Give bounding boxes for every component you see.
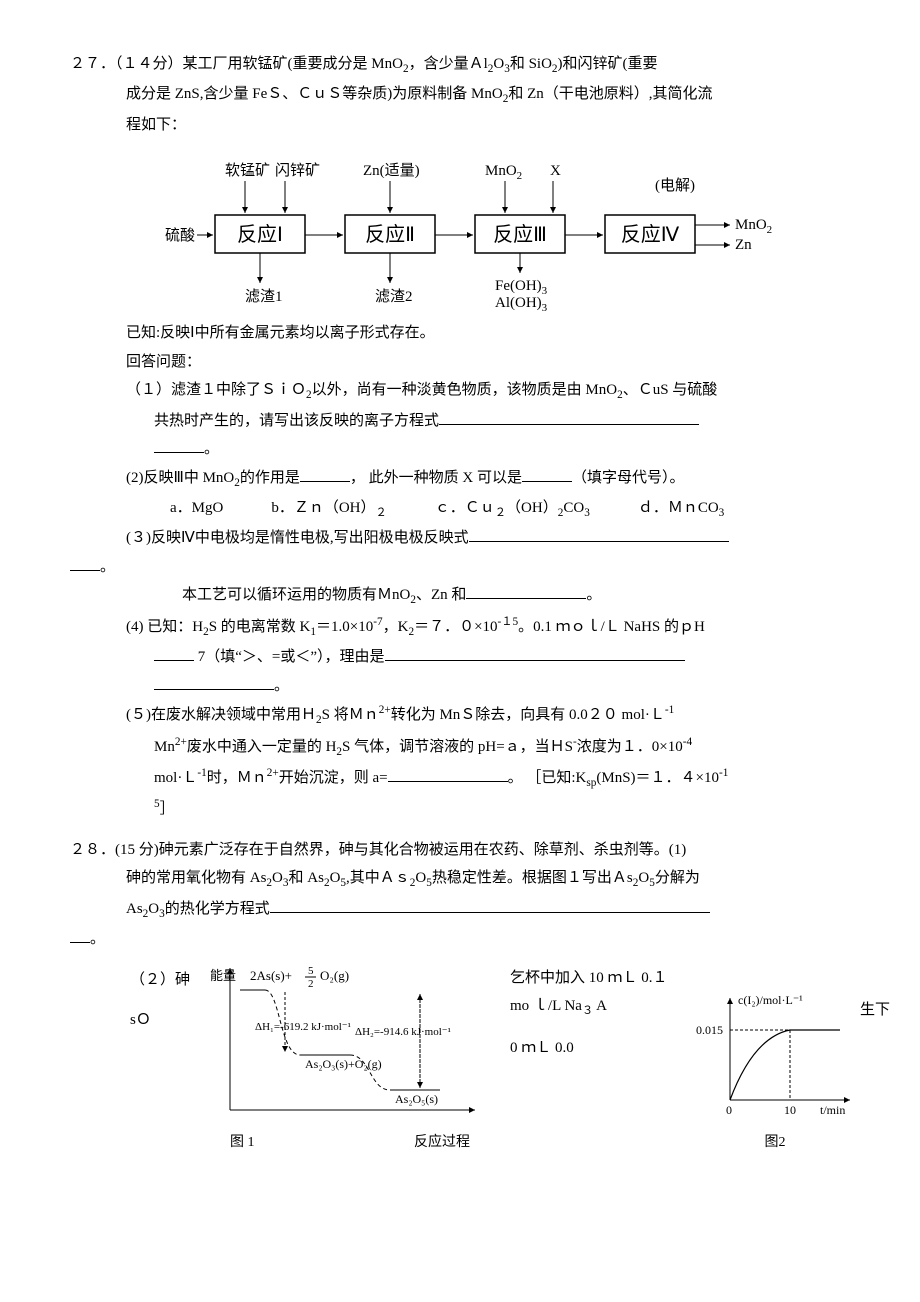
q27-p1-line2: 共热时产生的，请写出该反映的离子方程式 xyxy=(70,407,860,436)
blank xyxy=(469,526,729,542)
q27-answer-prompt: 回答问题： xyxy=(70,348,860,377)
opt-d: ｄ．ＭｎCO3 xyxy=(638,494,724,524)
svg-text:软锰矿: 软锰矿 xyxy=(225,162,270,179)
svg-text:MnO2: MnO2 xyxy=(735,217,772,236)
q27-p5-line3: mol·Ｌ-1时，Ｍｎ2+开始沉淀，则 a=。 ［已知:Ksp(MnS)＝１．４… xyxy=(70,763,860,794)
flow-svg: 反应Ⅰ 反应Ⅱ 反应Ⅲ 反应Ⅳ 硫酸 软锰矿 闪锌矿 Zn(适量) xyxy=(155,145,775,315)
fig1-svg: 能量 2As(s)+ 5 2 O₂(g) xyxy=(210,960,490,1120)
question-28: ２８．(15 分)砷元素广泛存在于自然界，砷与其化合物被运用在农药、除草剂、杀虫… xyxy=(70,836,860,1157)
q27-p5-line2: Mn2+废水中通入一定量的 H2S 气体，调节溶液的 pH=ａ，当ＨS-浓度为１… xyxy=(70,732,860,763)
q27-p1: （１）滤渣１中除了ＳｉＯ2以外，尚有一种淡黄色物质，该物质是由 MnO2、ＣuS… xyxy=(70,376,860,406)
q28-p2-left: （２）砷 sＯ xyxy=(130,960,190,1035)
q28-p2-mid: 乞杯中加入 10 ｍＬ 0.１ mo ｌ/L Na３ A 0 ｍＬ 0.0 xyxy=(510,960,670,1063)
svg-text:10: 10 xyxy=(784,1103,796,1117)
opt-b: b．Ｚｎ（OH）２ xyxy=(271,494,386,524)
svg-text:0.015: 0.015 xyxy=(696,1023,723,1037)
svg-text:0: 0 xyxy=(726,1103,732,1117)
q28-line3: As2O3的热化学方程式 xyxy=(70,895,860,925)
svg-text:滤渣1: 滤渣1 xyxy=(245,288,283,305)
svg-text:t/min: t/min xyxy=(820,1103,845,1117)
q28-number: ２８．(15 分) xyxy=(70,842,159,858)
svg-text:Zn(适量): Zn(适量) xyxy=(363,162,420,179)
svg-text:2As(s)+: 2As(s)+ xyxy=(250,968,292,983)
figure-1: 能量 2As(s)+ 5 2 O₂(g) xyxy=(210,960,490,1157)
blank xyxy=(70,555,100,571)
fig2-caption: 图2 xyxy=(690,1130,860,1157)
blank xyxy=(300,466,350,482)
flow-diagram: 反应Ⅰ 反应Ⅱ 反应Ⅲ 反应Ⅳ 硫酸 软锰矿 闪锌矿 Zn(适量) xyxy=(70,145,860,315)
opt-a: a．MgO xyxy=(170,494,223,524)
figure-2: 生下 c(I₂)/mol·L⁻¹ 0.015 0 10 t/min xyxy=(690,990,860,1157)
svg-text:反应Ⅱ: 反应Ⅱ xyxy=(365,223,415,246)
svg-text:X: X xyxy=(550,163,561,179)
q27-p2-options: a．MgO b．Ｚｎ（OH）２ ｃ．Ｃｕ２（OH）2CO3 ｄ．ＭｎCO3 xyxy=(70,494,860,524)
svg-text:2: 2 xyxy=(308,978,314,990)
fig2-svg: c(I₂)/mol·L⁻¹ 0.015 0 10 t/min xyxy=(690,990,860,1120)
q27-p4-line2: 7（填“＞、=或＜”），理由是 xyxy=(70,643,860,672)
blank xyxy=(466,583,586,599)
q28-line2: 砷的常用氧化物有 As2O3和 As2O5,其中Ａｓ2O5热稳定性差。根据图１写… xyxy=(70,864,860,894)
svg-text:MnO2: MnO2 xyxy=(485,163,522,182)
q27-p3-end: 。 xyxy=(70,553,860,582)
q27-p4: (4) 已知：H2S 的电离常数 K1＝1.0×10-7，K2＝７．０×10-１… xyxy=(70,612,860,643)
q27-p3-line3: 本工艺可以循环运用的物质有ＭnO2、Zn 和。 xyxy=(70,581,860,611)
svg-text:能量: 能量 xyxy=(210,968,236,983)
question-27: ２７．（１４分）某工厂用软锰矿(重要成分是 MnO2，含少量Ａl2O3和 SiO… xyxy=(70,50,860,824)
blank xyxy=(154,645,194,661)
q27-number: ２７．（１４分） xyxy=(70,56,183,72)
q27-stem: ２７．（１４分）某工厂用软锰矿(重要成分是 MnO2，含少量Ａl2O3和 SiO… xyxy=(70,50,860,80)
svg-text:反应Ⅰ: 反应Ⅰ xyxy=(237,223,283,246)
q27-p5-line4: 5］ xyxy=(70,794,860,824)
q27-p4-end: 。 xyxy=(70,672,860,701)
blank xyxy=(154,437,204,453)
svg-text:(电解): (电解) xyxy=(655,177,695,194)
q27-p1-end: 。 xyxy=(70,435,860,464)
svg-text:Al(OH)3: Al(OH)3 xyxy=(495,295,548,314)
svg-text:O₂(g): O₂(g) xyxy=(320,968,349,983)
blank xyxy=(154,674,274,690)
q27-stem-line2: 成分是 ZnS,含少量 FeＳ、ＣｕＳ等杂质)为原料制备 MnO2和 Zn（干电… xyxy=(70,80,860,110)
svg-text:ΔH₂=-914.6 kJ·mol⁻¹: ΔH₂=-914.6 kJ·mol⁻¹ xyxy=(355,1026,451,1038)
svg-text:5: 5 xyxy=(308,965,314,977)
opt-c: ｃ．Ｃｕ２（OH）2CO3 xyxy=(435,494,590,524)
q27-p3: (３)反映Ⅳ中电极均是惰性电极,写出阳极电极反映式 xyxy=(70,524,860,553)
q27-stem-line3: 程如下： xyxy=(70,111,860,140)
svg-text:As₂O₅(s): As₂O₅(s) xyxy=(395,1092,438,1106)
q28-stem: ２８．(15 分)砷元素广泛存在于自然界，砷与其化合物被运用在农药、除草剂、杀虫… xyxy=(70,836,860,865)
svg-text:闪锌矿: 闪锌矿 xyxy=(275,162,320,179)
svg-text:硫酸: 硫酸 xyxy=(165,227,195,244)
q27-p2: (2)反映Ⅲ中 MnO2的作用是， 此外一种物质 X 可以是（填字母代号）。 xyxy=(70,464,860,494)
blank xyxy=(385,645,685,661)
svg-text:As₂O₃(s)+O₂(g): As₂O₃(s)+O₂(g) xyxy=(305,1057,382,1071)
blank xyxy=(270,897,710,913)
q28-line3-end: 。 xyxy=(70,925,860,954)
svg-text:Zn: Zn xyxy=(735,237,752,253)
blank xyxy=(70,927,90,943)
blank xyxy=(522,466,572,482)
fig1-xlabel: 反应过程 xyxy=(414,1130,470,1157)
q27-known: 已知:反映Ⅰ中所有金属元素均以离子形式存在。 xyxy=(70,319,860,348)
q27-p5: (５)在废水解决领域中常用Ｈ2S 将Ｍｎ2+转化为 MnＳ除去，向具有 0.0２… xyxy=(70,700,860,731)
svg-text:滤渣2: 滤渣2 xyxy=(375,288,413,305)
blank xyxy=(439,409,699,425)
fig1-caption: 图 1 xyxy=(230,1130,255,1157)
svg-text:c(I₂)/mol·L⁻¹: c(I₂)/mol·L⁻¹ xyxy=(738,993,803,1007)
figure-row: （２）砷 sＯ 能量 2As(s)+ 5 2 xyxy=(70,960,860,1157)
svg-text:反应Ⅳ: 反应Ⅳ xyxy=(621,223,680,246)
blank xyxy=(388,766,508,782)
svg-text:ΔH₁=-619.2 kJ·mol⁻¹: ΔH₁=-619.2 kJ·mol⁻¹ xyxy=(255,1021,351,1033)
svg-text:反应Ⅲ: 反应Ⅲ xyxy=(493,223,547,246)
